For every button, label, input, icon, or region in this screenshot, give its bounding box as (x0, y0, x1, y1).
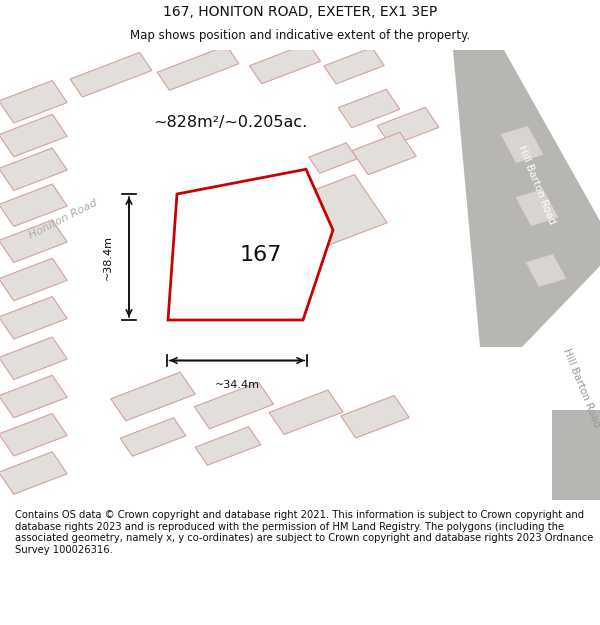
Polygon shape (0, 337, 67, 379)
Polygon shape (0, 296, 67, 339)
Polygon shape (111, 372, 195, 421)
Text: ~828m²/~0.205ac.: ~828m²/~0.205ac. (153, 114, 307, 129)
Polygon shape (0, 81, 67, 123)
Text: Hill Barton Road: Hill Barton Road (517, 144, 557, 226)
Text: Honiton Road: Honiton Road (27, 197, 99, 241)
Polygon shape (377, 107, 439, 146)
Text: ~38.4m: ~38.4m (103, 234, 113, 279)
Polygon shape (157, 46, 239, 90)
Polygon shape (526, 254, 566, 288)
Polygon shape (0, 114, 67, 157)
Polygon shape (0, 375, 67, 418)
Text: 167: 167 (240, 245, 282, 265)
Polygon shape (120, 418, 186, 456)
Text: Contains OS data © Crown copyright and database right 2021. This information is : Contains OS data © Crown copyright and d… (15, 510, 593, 555)
Polygon shape (250, 43, 320, 84)
Polygon shape (168, 169, 333, 320)
Text: 167, HONITON ROAD, EXETER, EX1 3EP: 167, HONITON ROAD, EXETER, EX1 3EP (163, 6, 437, 19)
Polygon shape (453, 50, 600, 347)
Text: ~34.4m: ~34.4m (215, 380, 260, 390)
Polygon shape (194, 382, 274, 429)
Polygon shape (0, 148, 67, 191)
Polygon shape (338, 89, 400, 127)
Polygon shape (352, 132, 416, 175)
Polygon shape (500, 126, 544, 163)
Polygon shape (0, 452, 67, 494)
Polygon shape (552, 410, 600, 500)
Polygon shape (0, 258, 67, 301)
Polygon shape (195, 427, 261, 465)
Polygon shape (0, 414, 67, 456)
Polygon shape (324, 48, 384, 84)
Polygon shape (269, 390, 343, 434)
Polygon shape (0, 184, 67, 226)
Text: Hill Barton Road: Hill Barton Road (562, 347, 600, 428)
Polygon shape (285, 174, 387, 249)
Polygon shape (309, 143, 357, 173)
Text: Map shows position and indicative extent of the property.: Map shows position and indicative extent… (130, 29, 470, 42)
Polygon shape (515, 189, 559, 226)
Polygon shape (70, 52, 152, 97)
Polygon shape (0, 220, 67, 262)
Polygon shape (341, 396, 409, 438)
